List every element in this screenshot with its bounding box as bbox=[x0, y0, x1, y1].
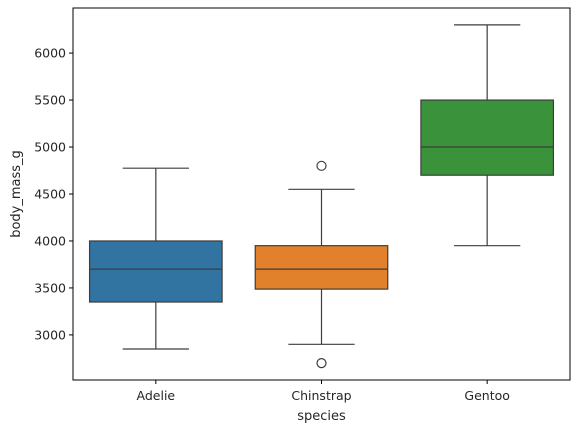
x-axis-label: species bbox=[297, 409, 346, 424]
y-axis-label: body_mass_g bbox=[9, 150, 24, 238]
box-adelie bbox=[88, 240, 223, 303]
box-chinstrap bbox=[254, 245, 389, 290]
y-tick-label: 5000 bbox=[34, 140, 66, 155]
x-axis-ticks: Adelie Chinstrap Gentoo bbox=[137, 380, 510, 403]
y-tick-label: 3000 bbox=[34, 327, 66, 342]
outlier-point-chinstrap-0 bbox=[316, 357, 327, 369]
y-tick-label: 3500 bbox=[34, 280, 66, 295]
box-gentoo bbox=[420, 99, 555, 176]
x-tick-label: Chinstrap bbox=[291, 388, 351, 403]
plot-frame bbox=[72, 7, 571, 381]
outlier-point-chinstrap-1 bbox=[316, 160, 327, 171]
y-tick-label: 6000 bbox=[34, 46, 66, 61]
plot-marks bbox=[88, 24, 555, 369]
y-tick-label: 4500 bbox=[34, 187, 66, 202]
y-tick-label: 4000 bbox=[34, 233, 66, 248]
x-tick-label: Gentoo bbox=[464, 388, 510, 403]
x-tick-label: Adelie bbox=[137, 388, 176, 403]
y-axis-ticks: 3000 3500 4000 4500 5000 5500 6000 bbox=[34, 46, 73, 342]
y-tick-label: 5500 bbox=[34, 93, 66, 108]
